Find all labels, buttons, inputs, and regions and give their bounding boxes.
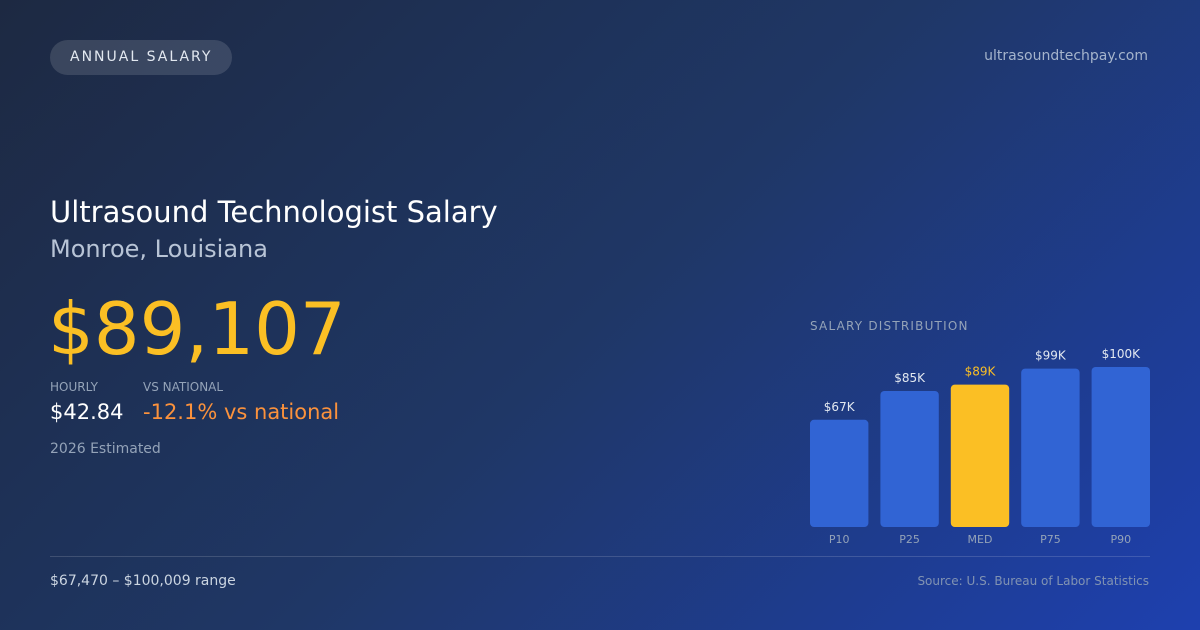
estimate: 2026 Estimated: [50, 441, 161, 457]
value-label: $85K: [894, 371, 926, 385]
x-tick-label: P25: [899, 533, 920, 546]
hourly-value: $42.84: [50, 400, 124, 424]
value-label: $100K: [1102, 347, 1142, 361]
bar: [810, 419, 869, 527]
divider: [50, 556, 1150, 557]
location: Monroe, Louisiana: [50, 235, 268, 263]
value-label: $89K: [965, 365, 997, 379]
bar: [950, 384, 1010, 527]
range: $67,470 – $100,009 range: [50, 573, 236, 589]
value-label: $99K: [1035, 349, 1067, 363]
bar: [1091, 367, 1150, 527]
badge: ANNUAL SALARY: [50, 40, 233, 75]
value-label: $67K: [824, 400, 856, 414]
x-tick-label: P90: [1110, 533, 1131, 546]
title: Ultrasound Technologist Salary: [50, 195, 498, 229]
site-name: ultrasoundtechpay.com: [984, 48, 1148, 64]
x-tick-label: MED: [968, 533, 993, 546]
vs-national-value: -12.1% vs national: [143, 400, 340, 424]
source: Source: U.S. Bureau of Labor Statistics: [917, 574, 1149, 588]
bar: [880, 391, 939, 527]
x-tick-label: P10: [829, 533, 850, 546]
x-tick-label: P75: [1040, 533, 1061, 546]
salary: $89,107: [48, 287, 346, 371]
vs-national-label: VS NATIONAL: [143, 380, 224, 394]
bar: [1021, 368, 1080, 527]
hourly-label: HOURLY: [50, 380, 99, 394]
chart-title: SALARY DISTRIBUTION: [810, 319, 969, 333]
